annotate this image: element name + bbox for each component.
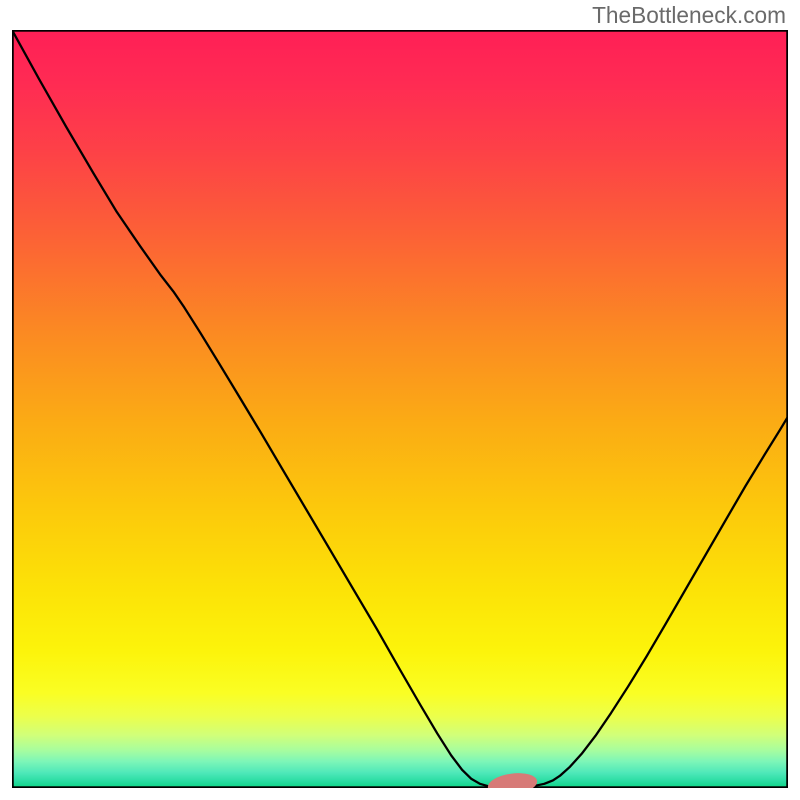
chart-background <box>12 30 788 788</box>
chart-frame: TheBottleneck.com <box>0 0 800 800</box>
bottleneck-line-chart <box>12 30 788 788</box>
watermark-label: TheBottleneck.com <box>592 2 786 29</box>
plot-area <box>12 30 788 788</box>
